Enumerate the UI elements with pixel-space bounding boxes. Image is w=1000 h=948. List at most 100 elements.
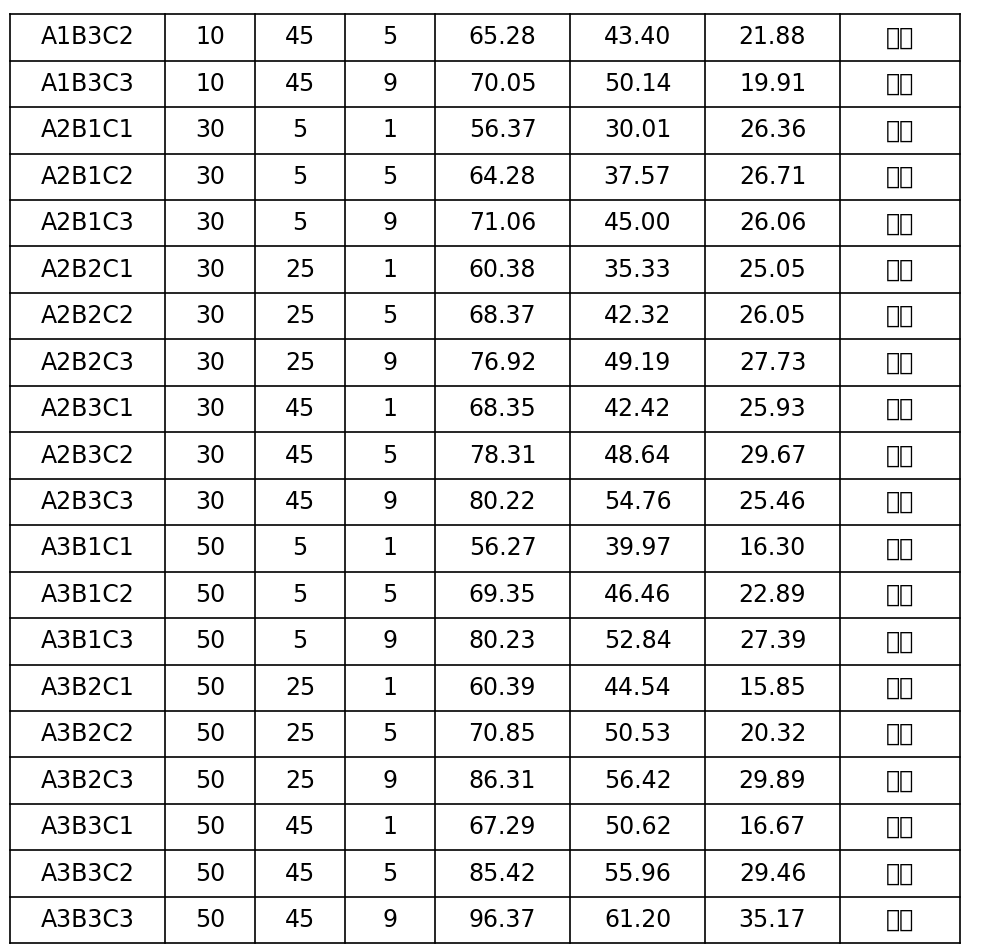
Text: 10: 10 <box>195 26 225 49</box>
Text: A3B3C2: A3B3C2 <box>41 862 134 885</box>
Text: 增效: 增效 <box>886 351 914 374</box>
Text: 30.01: 30.01 <box>604 118 671 142</box>
Text: 37.57: 37.57 <box>604 165 671 189</box>
Text: 增效: 增效 <box>886 165 914 189</box>
Text: A3B2C2: A3B2C2 <box>41 722 134 746</box>
Text: 80.22: 80.22 <box>469 490 536 514</box>
Text: 15.85: 15.85 <box>739 676 806 700</box>
Text: 45: 45 <box>285 490 315 514</box>
Text: 45: 45 <box>285 815 315 839</box>
Text: 5: 5 <box>292 118 308 142</box>
Text: 10: 10 <box>195 72 225 96</box>
Text: 68.35: 68.35 <box>469 397 536 421</box>
Text: 50: 50 <box>195 583 225 607</box>
Text: 9: 9 <box>382 72 397 96</box>
Text: 80.23: 80.23 <box>469 629 536 653</box>
Text: 65.28: 65.28 <box>469 26 536 49</box>
Text: 55.96: 55.96 <box>604 862 671 885</box>
Text: 49.19: 49.19 <box>604 351 671 374</box>
Text: 20.32: 20.32 <box>739 722 806 746</box>
Text: 70.85: 70.85 <box>469 722 536 746</box>
Text: 30: 30 <box>195 165 225 189</box>
Text: 60.39: 60.39 <box>469 676 536 700</box>
Text: 1: 1 <box>383 537 397 560</box>
Text: 5: 5 <box>292 583 308 607</box>
Text: 50.53: 50.53 <box>604 722 671 746</box>
Text: 16.30: 16.30 <box>739 537 806 560</box>
Text: 30: 30 <box>195 118 225 142</box>
Text: 42.42: 42.42 <box>604 397 671 421</box>
Text: 50.62: 50.62 <box>604 815 671 839</box>
Text: 9: 9 <box>382 629 397 653</box>
Text: 76.92: 76.92 <box>469 351 536 374</box>
Text: 29.67: 29.67 <box>739 444 806 467</box>
Text: 27.73: 27.73 <box>739 351 806 374</box>
Text: 29.89: 29.89 <box>739 769 806 793</box>
Text: 78.31: 78.31 <box>469 444 536 467</box>
Text: A3B2C1: A3B2C1 <box>41 676 134 700</box>
Text: 96.37: 96.37 <box>469 908 536 932</box>
Text: 5: 5 <box>382 304 398 328</box>
Text: 56.27: 56.27 <box>469 537 536 560</box>
Text: A2B1C2: A2B1C2 <box>41 165 134 189</box>
Text: 增效: 增效 <box>886 862 914 885</box>
Text: 50: 50 <box>195 862 225 885</box>
Text: 5: 5 <box>292 537 308 560</box>
Text: 21.88: 21.88 <box>739 26 806 49</box>
Text: 56.37: 56.37 <box>469 118 536 142</box>
Text: A3B3C1: A3B3C1 <box>41 815 134 839</box>
Text: 30: 30 <box>195 351 225 374</box>
Text: 30: 30 <box>195 490 225 514</box>
Text: 增效: 增效 <box>886 583 914 607</box>
Text: 25: 25 <box>285 258 315 282</box>
Text: 45: 45 <box>285 862 315 885</box>
Text: 22.89: 22.89 <box>739 583 806 607</box>
Text: A2B3C1: A2B3C1 <box>41 397 134 421</box>
Text: 69.35: 69.35 <box>469 583 536 607</box>
Text: 9: 9 <box>382 908 397 932</box>
Text: 30: 30 <box>195 397 225 421</box>
Text: 25.46: 25.46 <box>739 490 806 514</box>
Text: 45: 45 <box>285 908 315 932</box>
Text: 50.14: 50.14 <box>604 72 671 96</box>
Text: A3B1C2: A3B1C2 <box>41 583 134 607</box>
Text: 44.54: 44.54 <box>604 676 671 700</box>
Text: 50: 50 <box>195 676 225 700</box>
Text: 52.84: 52.84 <box>604 629 671 653</box>
Text: 5: 5 <box>382 444 398 467</box>
Text: A3B2C3: A3B2C3 <box>41 769 134 793</box>
Text: 5: 5 <box>382 583 398 607</box>
Text: 16.67: 16.67 <box>739 815 806 839</box>
Text: A2B2C1: A2B2C1 <box>41 258 134 282</box>
Text: 45: 45 <box>285 26 315 49</box>
Text: 增效: 增效 <box>886 722 914 746</box>
Text: 50: 50 <box>195 769 225 793</box>
Text: 61.20: 61.20 <box>604 908 671 932</box>
Text: 25.93: 25.93 <box>739 397 806 421</box>
Text: 50: 50 <box>195 908 225 932</box>
Text: 5: 5 <box>382 722 398 746</box>
Text: 9: 9 <box>382 490 397 514</box>
Text: 1: 1 <box>383 815 397 839</box>
Text: A2B2C3: A2B2C3 <box>41 351 134 374</box>
Text: 60.38: 60.38 <box>469 258 536 282</box>
Text: A3B3C3: A3B3C3 <box>41 908 134 932</box>
Text: 50: 50 <box>195 537 225 560</box>
Text: 增效: 增效 <box>886 629 914 653</box>
Text: A2B1C3: A2B1C3 <box>41 211 134 235</box>
Text: 70.05: 70.05 <box>469 72 536 96</box>
Text: 85.42: 85.42 <box>469 862 536 885</box>
Text: 48.64: 48.64 <box>604 444 671 467</box>
Text: 9: 9 <box>382 769 397 793</box>
Text: 增效: 增效 <box>886 26 914 49</box>
Text: 30: 30 <box>195 304 225 328</box>
Text: A3B1C3: A3B1C3 <box>41 629 134 653</box>
Text: 27.39: 27.39 <box>739 629 806 653</box>
Text: 增效: 增效 <box>886 490 914 514</box>
Text: 1: 1 <box>383 676 397 700</box>
Text: 5: 5 <box>382 165 398 189</box>
Text: A3B1C1: A3B1C1 <box>41 537 134 560</box>
Text: 86.31: 86.31 <box>469 769 536 793</box>
Text: 5: 5 <box>292 629 308 653</box>
Text: 5: 5 <box>382 862 398 885</box>
